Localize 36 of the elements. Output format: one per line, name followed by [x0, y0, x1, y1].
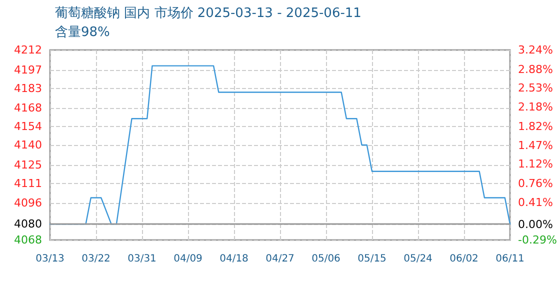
y-tick-label: 4212 [14, 44, 42, 56]
y-tick-label: 4080 [14, 218, 42, 231]
y2-tick-label: 1.82% [518, 120, 553, 133]
y2-tick-label: 0.00% [518, 218, 553, 231]
x-tick-label: 04/18 [220, 254, 248, 264]
x-tick-label: 05/15 [358, 254, 386, 264]
y2-tick-label: 0.41% [518, 196, 553, 209]
y2-tick-label: 0.76% [518, 176, 553, 190]
chart-title: 葡萄糖酸钠 国内 市场价 2025-03-13 - 2025-06-11 [55, 6, 362, 21]
x-tick-label: 03/31 [128, 254, 156, 264]
y-tick-label: 4096 [14, 196, 42, 210]
x-tick-label: 03/22 [82, 254, 110, 264]
y2-tick-label: 2.88% [518, 62, 553, 76]
y-tick-label: 4068 [14, 234, 42, 246]
y2-tick-label: -0.29% [518, 234, 557, 246]
y2-tick-label: 1.12% [518, 158, 553, 171]
y-tick-label: 4183 [14, 82, 42, 95]
y2-tick-label: 3.24% [518, 44, 553, 56]
x-tick-label: 05/06 [312, 254, 340, 264]
x-tick-label: 04/27 [266, 254, 294, 264]
line-series [49, 65, 511, 225]
x-tick-label: 04/09 [174, 254, 202, 264]
x-tick-label: 06/11 [496, 254, 524, 264]
x-tick-label: 05/24 [404, 254, 432, 264]
y-tick-label: 4111 [14, 176, 42, 190]
y2-tick-label: 2.18% [518, 100, 553, 114]
y2-tick-label: 2.53% [518, 82, 553, 95]
x-tick-label: 06/02 [450, 254, 478, 264]
x-tick-label: 03/13 [36, 254, 64, 264]
chart-subtitle: 含量98% [55, 25, 110, 40]
y2-tick-label: 1.47% [518, 138, 553, 152]
y-tick-label: 4140 [14, 138, 42, 152]
y-tick-label: 4154 [14, 120, 42, 134]
y-tick-label: 4168 [14, 102, 42, 115]
y-tick-label: 4125 [14, 158, 42, 172]
y-tick-label: 4197 [14, 63, 42, 76]
